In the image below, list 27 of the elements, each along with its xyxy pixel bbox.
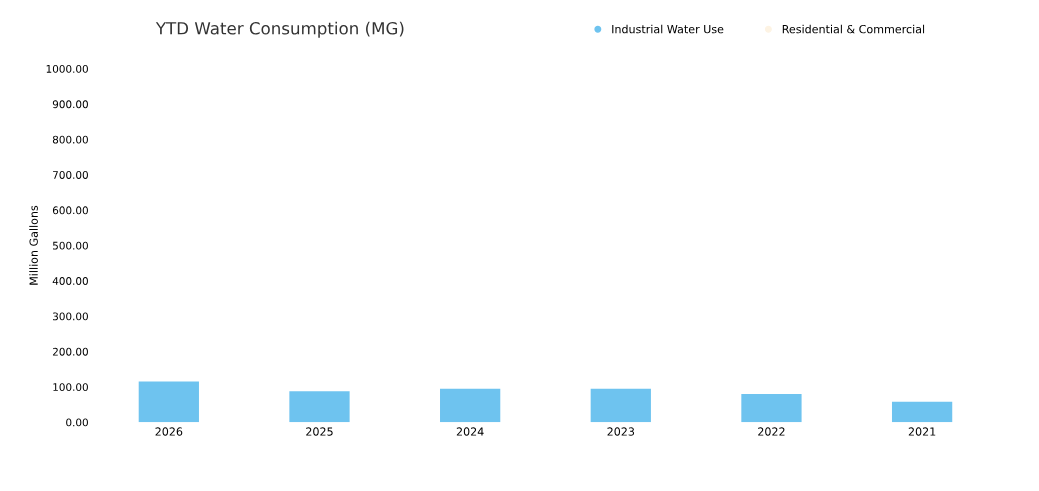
y-tick-label: 800.00 xyxy=(52,135,88,144)
y-axis-title: Million Gallons xyxy=(29,205,38,285)
bar xyxy=(138,381,199,423)
legend-label: Industrial Water Use xyxy=(612,24,724,34)
y-tick-label: 100.00 xyxy=(53,383,88,392)
x-tick-label: 2026 xyxy=(155,427,183,436)
bar xyxy=(590,388,651,423)
bar xyxy=(289,391,350,423)
x-tick-label: 2025 xyxy=(306,427,333,436)
x-tick-label: 2022 xyxy=(758,427,785,436)
y-tick-label: 200.00 xyxy=(52,347,88,356)
y-tick-label: 0.00 xyxy=(66,418,88,427)
bar xyxy=(741,393,802,423)
x-tick-label: 2021 xyxy=(908,427,936,436)
bar xyxy=(440,388,501,423)
x-tick-label: 2023 xyxy=(607,427,635,436)
y-tick-label: 400.00 xyxy=(52,277,88,285)
chart-title: YTD Water Consumption (MG) xyxy=(155,21,404,38)
y-tick-label: 500.00 xyxy=(53,241,88,250)
legend-label: Residential & Commercial xyxy=(782,24,925,34)
y-tick-label: 1000.00 xyxy=(46,64,88,73)
y-tick-label: 900.00 xyxy=(52,100,88,109)
y-tick-label: 300.00 xyxy=(52,312,88,321)
y-tick-label: 700.00 xyxy=(53,171,88,179)
y-tick-label: 600.00 xyxy=(52,206,88,215)
x-tick-label: 2024 xyxy=(456,427,484,436)
bar xyxy=(891,401,953,423)
